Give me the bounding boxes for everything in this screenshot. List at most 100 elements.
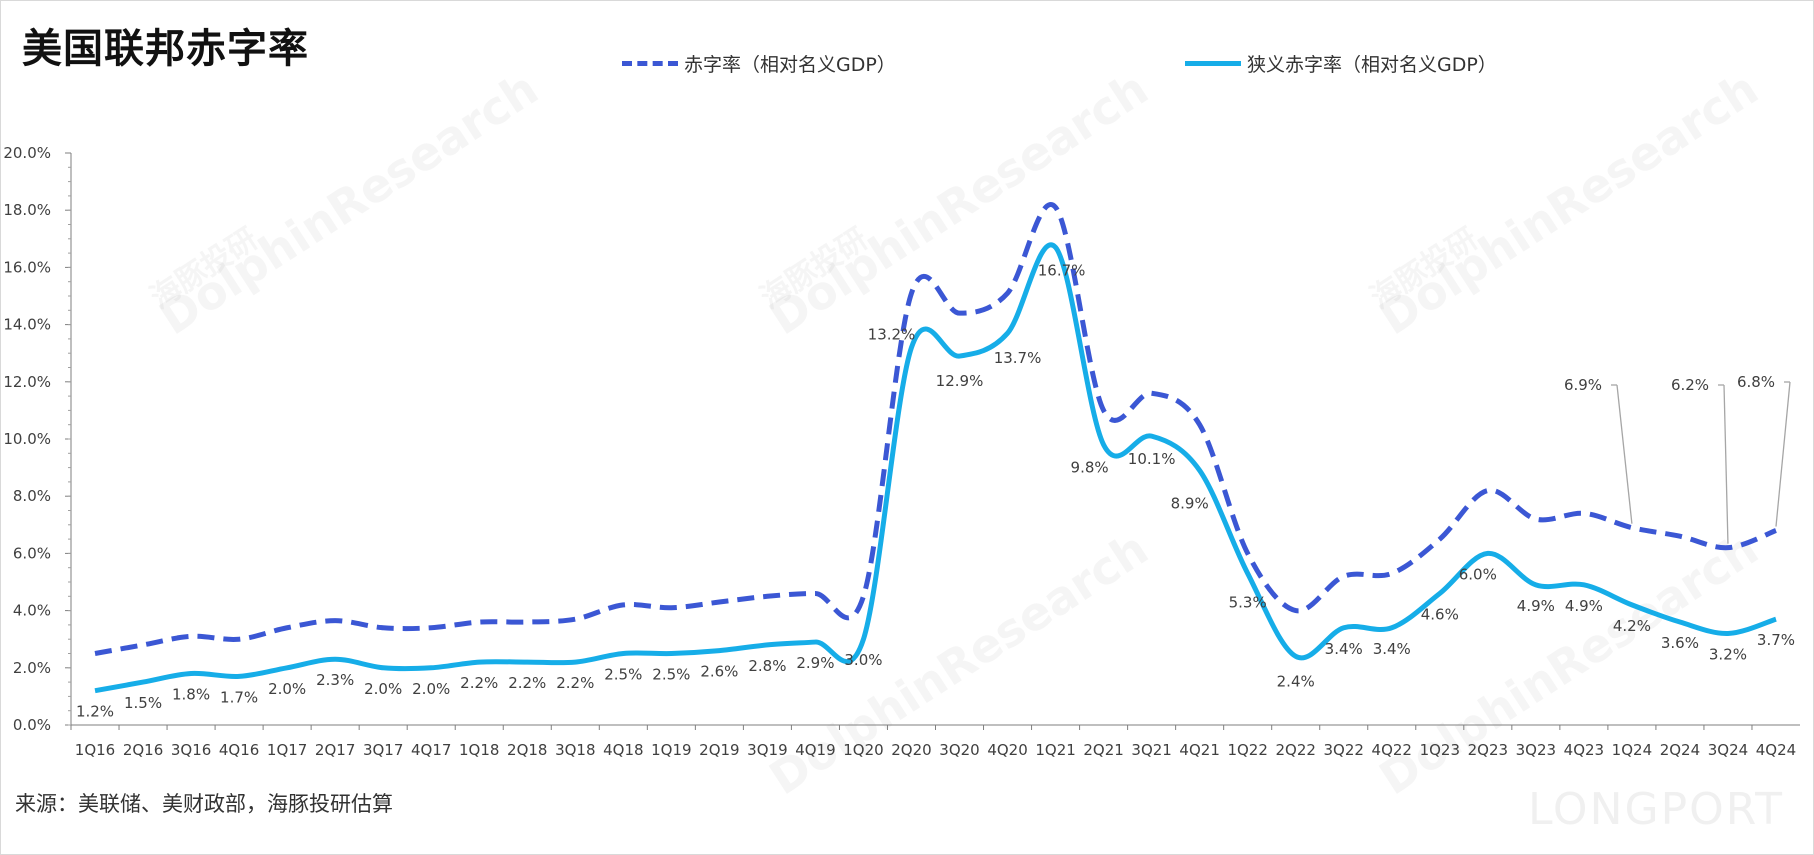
- x-tick-label: 4Q24: [1756, 741, 1796, 759]
- data-label: 2.4%: [1277, 672, 1315, 690]
- leader-line: [1723, 384, 1729, 544]
- x-tick-label: 4Q19: [795, 741, 835, 759]
- x-tick-label: 1Q18: [459, 741, 499, 759]
- x-tick-label: 1Q20: [843, 741, 883, 759]
- chart-title: 美国联邦赤字率: [22, 26, 309, 72]
- x-tick-label: 3Q16: [171, 741, 211, 759]
- data-label: 6.9%: [1564, 376, 1602, 394]
- data-label: 2.2%: [556, 674, 594, 692]
- data-label: 2.0%: [268, 680, 306, 698]
- x-tick-label: 3Q21: [1131, 741, 1171, 759]
- data-label: 1.7%: [220, 688, 258, 706]
- y-tick-label: 2.0%: [13, 659, 51, 677]
- x-tick-label: 4Q21: [1179, 741, 1219, 759]
- x-tick-label: 2Q24: [1660, 741, 1700, 759]
- data-label: 6.8%: [1737, 373, 1775, 391]
- data-label: 1.2%: [76, 703, 114, 721]
- data-label: 2.5%: [652, 666, 690, 684]
- x-tick-label: 3Q23: [1516, 741, 1556, 759]
- x-tick-label: 2Q20: [891, 741, 931, 759]
- data-label: 13.7%: [994, 349, 1042, 367]
- x-tick-label: 2Q16: [123, 741, 163, 759]
- series-line-deficit: [94, 202, 1777, 656]
- data-label: 6.2%: [1671, 376, 1709, 394]
- data-label: 16.7%: [1038, 261, 1086, 279]
- x-tick-label: 3Q17: [363, 741, 403, 759]
- y-tick-label: 14.0%: [3, 316, 51, 334]
- data-label: 4.2%: [1613, 617, 1651, 635]
- y-tick-label: 16.0%: [3, 258, 51, 276]
- x-tick-label: 2Q23: [1468, 741, 1508, 759]
- data-label: 4.6%: [1421, 605, 1459, 623]
- x-tick-label: 1Q24: [1612, 741, 1652, 759]
- data-label: 2.3%: [316, 671, 354, 689]
- data-label: 2.0%: [364, 680, 402, 698]
- x-tick-label: 4Q20: [987, 741, 1027, 759]
- x-tick-label: 3Q18: [555, 741, 595, 759]
- data-label: 10.1%: [1128, 450, 1176, 468]
- y-tick-label: 20.0%: [3, 144, 51, 162]
- data-label: 9.8%: [1071, 459, 1109, 477]
- x-tick-label: 2Q17: [315, 741, 355, 759]
- y-tick-label: 6.0%: [13, 544, 51, 562]
- y-tick-label: 8.0%: [13, 487, 51, 505]
- x-tick-label: 1Q23: [1420, 741, 1460, 759]
- y-tick-label: 4.0%: [13, 602, 51, 620]
- x-tick-label: 2Q22: [1275, 741, 1315, 759]
- data-label: 1.8%: [172, 686, 210, 704]
- data-label: 3.4%: [1373, 640, 1411, 658]
- leader-line: [1616, 384, 1633, 524]
- x-tick-label: 2Q19: [699, 741, 739, 759]
- data-label: 4.9%: [1517, 597, 1555, 615]
- x-tick-label: 2Q18: [507, 741, 547, 759]
- legend-swatch-solid: [1185, 61, 1241, 66]
- x-tick-label: 2Q21: [1083, 741, 1123, 759]
- x-tick-label: 4Q16: [219, 741, 259, 759]
- data-label: 3.4%: [1325, 640, 1363, 658]
- x-tick-label: 1Q22: [1227, 741, 1267, 759]
- data-label: 2.9%: [796, 654, 834, 672]
- data-label: 3.7%: [1757, 631, 1795, 649]
- x-tick-label: 1Q21: [1035, 741, 1075, 759]
- x-tick-label: 1Q17: [267, 741, 307, 759]
- longport-logo: LONGPORT: [1527, 784, 1784, 835]
- data-label: 2.8%: [748, 657, 786, 675]
- x-tick-label: 3Q20: [939, 741, 979, 759]
- data-label: 2.2%: [460, 674, 498, 692]
- data-label: 13.2%: [868, 325, 916, 343]
- x-tick-label: 4Q18: [603, 741, 643, 759]
- data-label: 2.5%: [604, 666, 642, 684]
- x-tick-label: 4Q22: [1372, 741, 1412, 759]
- data-label: 5.3%: [1229, 593, 1267, 611]
- data-label: 4.9%: [1565, 597, 1603, 615]
- data-label: 2.2%: [508, 674, 546, 692]
- x-tick-label: 4Q17: [411, 741, 451, 759]
- legend-label: 赤字率（相对名义GDP）: [684, 54, 896, 76]
- x-tick-label: 3Q22: [1324, 741, 1364, 759]
- x-tick-label: 3Q24: [1708, 741, 1748, 759]
- data-label: 12.9%: [936, 372, 984, 390]
- y-tick-label: 10.0%: [3, 430, 51, 448]
- legend-item-deficit: 赤字率（相对名义GDP）: [622, 50, 896, 77]
- leader-line: [1775, 381, 1791, 527]
- y-tick-label: 18.0%: [3, 201, 51, 219]
- x-tick-label: 3Q19: [747, 741, 787, 759]
- data-label: 1.5%: [124, 694, 162, 712]
- legend-label: 狭义赤字率（相对名义GDP）: [1247, 54, 1497, 76]
- data-label: 2.0%: [412, 680, 450, 698]
- data-label: 8.9%: [1171, 494, 1209, 512]
- data-label: 3.2%: [1709, 645, 1747, 663]
- legend-item-narrow: 狭义赤字率（相对名义GDP）: [1185, 50, 1497, 77]
- x-tick-label: 1Q16: [75, 741, 115, 759]
- y-tick-label: 12.0%: [3, 373, 51, 391]
- data-label: 3.0%: [844, 651, 882, 669]
- series-line-narrow: [94, 242, 1777, 694]
- x-tick-label: 4Q23: [1564, 741, 1604, 759]
- source-note: 来源：美联储、美财政部，海豚投研估算: [15, 792, 393, 816]
- data-label: 3.6%: [1661, 634, 1699, 652]
- data-label: 2.6%: [700, 663, 738, 681]
- data-label: 6.0%: [1459, 565, 1497, 583]
- y-tick-label: 0.0%: [13, 716, 51, 734]
- x-tick-label: 1Q19: [651, 741, 691, 759]
